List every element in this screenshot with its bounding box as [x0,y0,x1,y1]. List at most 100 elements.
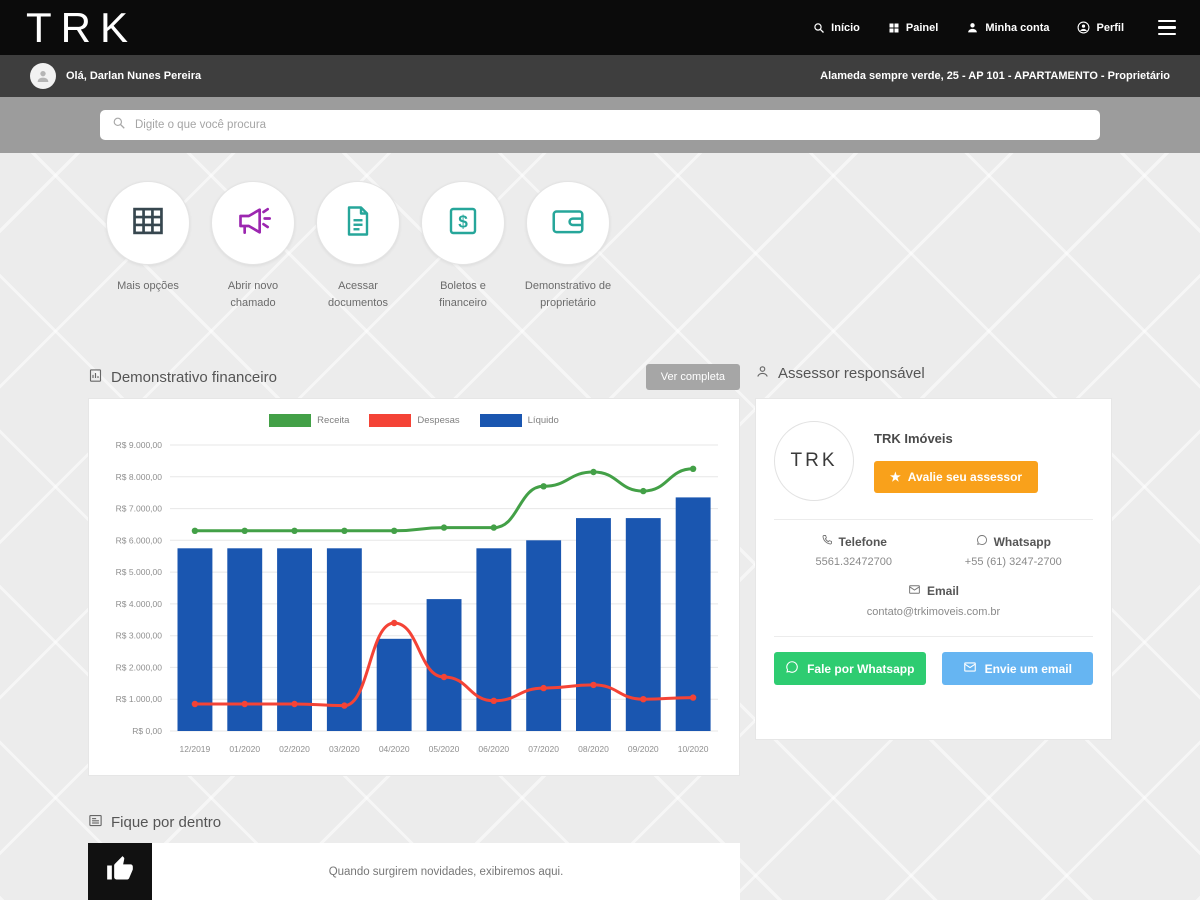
financial-chart: R$ 0,00 R$ 1.000,00 R$ 2.000,00 R$ 3.000,00… [116,440,718,754]
news-card: Quando surgirem novidades, exibiremos aq… [88,843,740,900]
chart-point [490,697,497,704]
nav-item-inicio[interactable]: Início [799,0,874,55]
y-tick-label: R$ 7.000,00 [116,504,163,514]
quick-action-label: Boletos e financeiro [439,280,487,309]
advisor-company-name: TRK Imóveis [874,431,953,446]
phone-icon [821,534,833,549]
user-greeting: Olá, Darlan Nunes Pereira [66,70,202,82]
nav-label: Perfil [1096,21,1124,34]
chart-line [194,467,694,533]
chart-point [241,700,248,708]
legend-item: Líquido [479,413,559,427]
chart-point [590,468,597,476]
chart-point [440,673,448,681]
search-strip [0,97,1200,153]
x-tick-label: 03/2020 [329,744,360,754]
news-icon [88,813,103,832]
document-icon [340,203,376,244]
advisor-action-buttons: Fale por Whatsapp Envie um email [774,652,1093,685]
top-navbar: TRK Início Painel Minha conta Perfil [0,0,1200,55]
whatsapp-value: +55 (61) 3247-2700 [964,556,1062,568]
legend-swatch [369,413,412,427]
y-tick-label: R$ 4.000,00 [116,599,163,609]
chart-point [689,694,697,701]
legend-label: Despesas [417,414,460,426]
legend-label: Líquido [527,414,559,426]
quick-action-documentos: Acessar documentos [310,181,406,311]
wallet-icon [549,202,587,245]
section-title: Assessor responsável [778,365,925,382]
phone-label: Telefone [838,534,887,549]
chart-point [291,527,298,534]
email-value: contato@trkimoveis.com.br [866,606,1001,618]
whatsapp-icon [976,534,988,549]
boletos-button[interactable]: $ [421,181,505,265]
user-info: Olá, Darlan Nunes Pereira [30,63,201,89]
x-tick-label: 04/2020 [379,744,410,754]
whatsapp-button[interactable]: Fale por Whatsapp [774,652,926,685]
legend-item: Receita [269,413,350,427]
chart-point [540,684,547,692]
advisor-logo: TRK [774,421,854,501]
divider [774,519,1093,520]
mais-opcoes-button[interactable] [106,181,190,265]
demonstrativo-button[interactable] [526,181,610,265]
x-tick-label: 06/2020 [478,744,509,754]
y-tick-label: R$ 9.000,00 [116,440,163,450]
whatsapp-contact: Whatsapp +55 (61) 3247-2700 [934,534,1094,569]
documentos-button[interactable] [316,181,400,265]
news-section-header: Fique por dentro [88,813,740,832]
trk-logo[interactable]: TRK [26,3,137,51]
legend-label: Receita [317,414,350,426]
x-tick-label: 05/2020 [429,744,460,754]
nav-item-perfil[interactable]: Perfil [1063,0,1138,55]
financial-chart-card: Receita Despesas Líquido R$ 0,00 R$ 1.000,0… [88,398,740,776]
advisor-person-icon [755,364,770,383]
rate-advisor-button[interactable]: ★ Avalie seu assessor [874,461,1039,493]
email-contact: Email contato@trkimoveis.com.br [774,583,1093,618]
search-input[interactable] [135,119,1088,131]
section-title: Demonstrativo financeiro [111,368,277,386]
phone-value: 5561.32472700 [815,556,892,568]
search-box [100,110,1100,140]
chart-point [640,487,647,495]
chart-bar [426,599,462,731]
chart-bar [526,540,562,731]
legend-swatch [479,413,522,427]
table-grid-icon [129,202,167,245]
star-icon: ★ [890,470,901,484]
section-title: Fique por dentro [111,814,222,831]
chart-point [490,524,497,531]
chart-point [341,702,348,709]
whatsapp-button-label: Fale por Whatsapp [807,661,915,676]
y-tick-label: R$ 1.000,00 [116,694,163,704]
quick-action-abrir-chamado: Abrir novo chamado [205,181,301,311]
advisor-contacts: Telefone 5561.32472700 Whatsapp +55 (61)… [774,534,1094,569]
y-tick-label: R$ 5.000,00 [116,567,163,577]
chart-point [241,527,248,534]
phone-contact: Telefone 5561.32472700 [774,534,934,569]
svg-text:$: $ [458,211,468,231]
chart-point [391,619,398,627]
chart-point [640,696,647,703]
dollar-icon: $ [445,203,481,244]
chart-bar [625,518,661,731]
email-button-label: Envie um email [984,661,1072,676]
y-tick-label: R$ 0,00 [132,726,162,736]
avatar[interactable] [30,63,56,89]
quick-action-demonstrativo: Demonstrativo de proprietário [520,181,616,311]
nav-item-minha-conta[interactable]: Minha conta [952,0,1063,55]
send-email-button[interactable]: Envie um email [941,652,1093,685]
chart-point [590,681,597,689]
advisor-card: TRK TRK Imóveis ★ Avalie seu assessor Te… [755,398,1112,740]
legend-item: Despesas [369,413,460,427]
hamburger-menu-icon[interactable] [1152,14,1182,42]
email-label: Email [926,584,959,598]
abrir-chamado-button[interactable] [211,181,295,265]
ver-completa-button[interactable]: Ver completa [645,364,740,390]
quick-action-label: Mais opções [117,280,179,292]
chart-point [341,527,348,534]
x-tick-label: 01/2020 [229,744,260,754]
email-icon [908,583,921,599]
nav-item-painel[interactable]: Painel [874,0,952,55]
